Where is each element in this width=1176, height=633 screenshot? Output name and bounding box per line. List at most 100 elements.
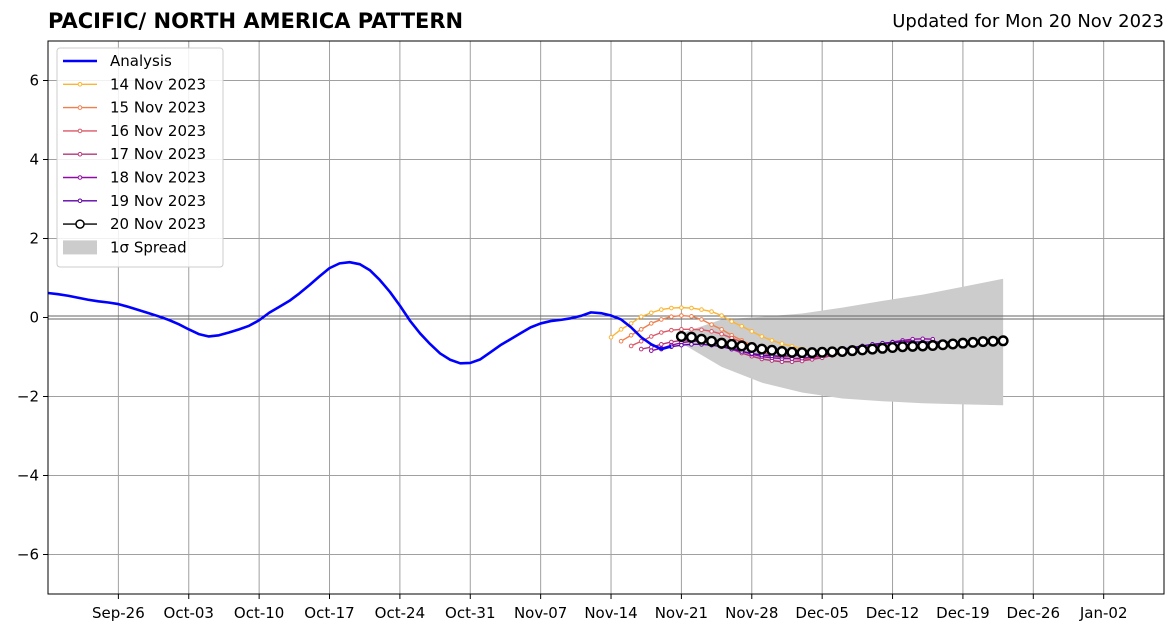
y-tick-label: 6 [29,72,39,90]
forecast-20-nov-2023-point [897,341,909,353]
chart-subtitle: Updated for Mon 20 Nov 2023 [892,11,1164,32]
forecast-20-nov-2023-point [766,344,778,356]
forecast-16-nov-2023-point [689,327,694,332]
forecast-19-nov-2023-point [689,342,694,347]
legend: Analysis 14 Nov 2023 15 Nov 2023 16 Nov 202… [56,47,224,268]
forecast-20-nov-2023-point [987,335,999,347]
forecast-14-nov-2023-point [749,329,755,334]
forecast-14-nov-2023-point [779,341,785,346]
forecast-19-nov-2023-point [679,342,684,348]
forecast-20-nov-2023-point [856,344,868,356]
y-tick-label: 2 [29,230,39,248]
legend-label: Analysis [110,52,172,70]
legend-label: 1σ Spread [110,238,187,256]
x-tick-label: Nov-14 [584,604,637,622]
plot-frame [47,40,1165,595]
x-tick-label: Dec-26 [1007,604,1061,622]
legend-swatch-marker [77,198,83,204]
forecast-20-nov-2023-point [816,346,828,358]
forecast-16-nov-2023-point [669,327,674,333]
forecast-15-nov-2023-point [719,327,724,332]
forecast-14-nov-2023-point [729,319,734,324]
forecast-14-nov-2023-point [648,310,654,316]
forecast-20-nov-2023-point [947,338,959,350]
forecast-20-nov-2023-point [836,345,848,357]
forecast-20-nov-2023-point [917,340,929,352]
forecast-14-nov-2023-point [709,309,714,314]
x-tick-label: Dec-19 [936,604,990,622]
forecast-20-nov-2023-point [997,335,1009,347]
forecast-20-nov-2023-point [907,340,919,352]
forecast-16-nov-2023-point [709,329,714,334]
forecast-20-nov-2023-point [846,345,858,357]
y-tick-label: −6 [17,546,39,564]
x-tick-label: Oct-24 [375,604,425,622]
forecast-14-nov-2023-point [719,313,724,318]
forecast-16-nov-2023-point [679,327,684,332]
grid [48,41,1164,594]
forecast-20-nov-2023-point [685,331,697,343]
zero-line-layer [48,315,1164,320]
forecast-17-nov-2023-point [638,346,644,352]
x-tick-label: Nov-28 [725,604,778,622]
legend-swatch-marker [75,219,85,229]
forecast-15-nov-2023-point [628,332,634,338]
legend-swatch-marker [77,175,83,180]
legend-swatch-marker [77,128,83,134]
forecast-20-nov-2023-point [776,345,788,357]
forecast-15-nov-2023-point [658,317,664,322]
forecast-20-nov-2023-point [675,330,687,342]
forecast-14-nov-2023-point [669,305,674,311]
forecast-14-nov-2023-point [699,307,704,312]
forecast-15-nov-2023-point [638,327,644,332]
forecast-14-nov-2023-point [638,314,644,320]
legend-box [56,47,224,268]
forecast-20-nov-2023-point [977,336,989,348]
forecast-14-nov-2023-point [618,327,624,332]
forecast-16-nov-2023-point [638,338,644,344]
y-tick-label: 0 [29,309,39,327]
forecast-14-nov-2023-point [689,305,694,311]
x-tick-label: Oct-31 [445,604,495,622]
x-tick-label: Nov-21 [655,604,708,622]
forecast-20-nov-2023-point [736,340,748,352]
legend-swatch-spread [63,240,97,255]
forecast-20-nov-2023-point [756,343,768,355]
legend-swatch-marker [77,151,83,157]
forecast-20-nov-2023-point [866,343,878,355]
forecast-14-nov-2023-point [769,338,775,343]
forecast-16-nov-2023-point [648,334,654,339]
x-tick-label: Oct-03 [164,604,214,622]
legend-swatch-marker [77,105,83,110]
forecast-16-nov-2023-point [699,327,704,333]
legend-swatch-marker [77,82,83,87]
forecast-20-nov-2023-point [967,336,979,348]
legend-label: 16 Nov 2023 [110,122,206,140]
forecast-18-nov-2023-point [648,348,654,353]
spread-layer [681,278,1004,406]
analysis-line [47,260,672,365]
x-tick-label: Nov-07 [514,604,567,622]
legend-label: 15 Nov 2023 [110,99,206,117]
forecast-14-nov-2023-point [658,307,664,312]
forecast-14-nov-2023-point [759,334,765,339]
forecast-15-nov-2023-point [679,313,684,318]
forecast-20-nov-2023-point [876,342,888,354]
x-tick-label: Jan-02 [1079,604,1128,622]
series-layer [47,260,1009,365]
forecast-20-nov-2023-point [746,342,758,354]
y-tick-label: −2 [17,388,39,406]
forecast-15-nov-2023-point [648,321,654,326]
forecast-15-nov-2023-point [669,314,674,320]
x-tick-label: Dec-12 [866,604,920,622]
spread-band [681,278,1004,406]
forecast-20-nov-2023-point [796,347,808,359]
forecast-16-nov-2023-point [719,331,724,337]
forecast-15-nov-2023-point [699,317,704,322]
forecast-16-nov-2023-point [658,330,664,335]
legend-label: 20 Nov 2023 [110,215,206,233]
forecast-16-nov-2023-point [628,343,634,349]
forecast-14-nov-2023-point [739,323,745,329]
forecast-15-nov-2023-point [618,338,624,344]
x-tick-label: Dec-05 [795,604,849,622]
